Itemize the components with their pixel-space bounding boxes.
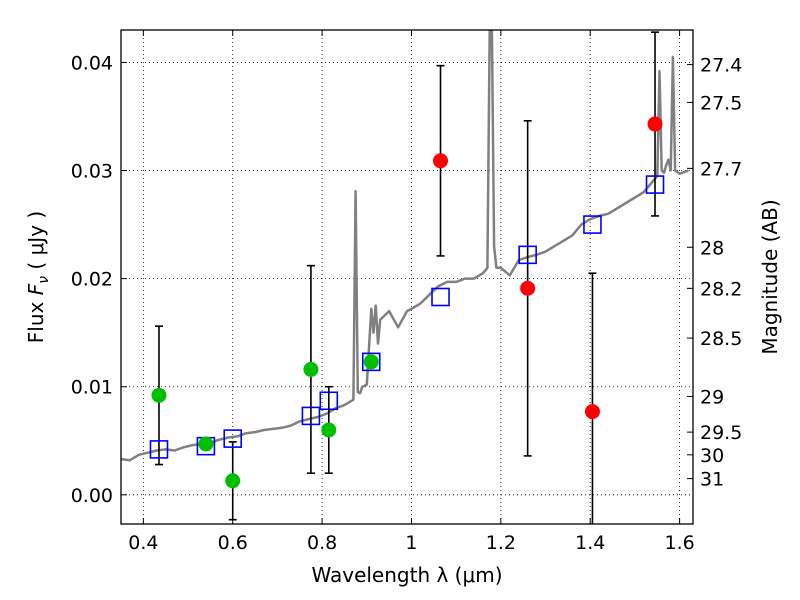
model-photometry-square (583, 215, 602, 234)
model-photometry-square (319, 391, 339, 411)
x-tick-label: 1.2 (486, 532, 516, 554)
y2-tick-label: 27.7 (700, 158, 742, 180)
y2-tick-label: 28.2 (700, 278, 742, 300)
spectrum-line (121, 30, 689, 462)
model-photometry-square (518, 245, 537, 265)
y2-tick-label: 28 (700, 237, 724, 259)
model-photometry-square (645, 175, 665, 194)
red-data-point (647, 116, 663, 132)
green-data-point (151, 387, 167, 403)
plot-frame (120, 29, 694, 525)
y-tick-label: 0.00 (71, 485, 113, 507)
red-data-point (433, 153, 449, 169)
x-tick-label: 1 (405, 532, 417, 554)
x-axis-title: Wavelength λ (μm) (311, 563, 502, 587)
y-tick-label: 0.01 (71, 377, 113, 399)
x-tick-label: 0.8 (307, 532, 337, 554)
green-data-point (363, 354, 379, 370)
model-photometry-square (223, 429, 243, 448)
grid (121, 30, 693, 524)
x-tick-label: 1.6 (664, 532, 694, 554)
y2-tick-label: 31 (700, 469, 724, 491)
y-axis-title-prefix: Flux (24, 295, 48, 343)
model-photometry-square (301, 406, 321, 426)
green-data-point (198, 436, 214, 452)
plot-marks (121, 30, 689, 524)
y2-tick-label: 29.5 (700, 422, 742, 444)
y-tick-label: 0.04 (71, 52, 113, 74)
y-axis-title-symbol: F (24, 283, 48, 295)
y-axis-title-subscript: ν (36, 276, 52, 284)
red-data-point (584, 404, 600, 420)
model-photometry-square (431, 287, 450, 307)
y-axis-title-suffix: ( μJy ) (24, 211, 48, 276)
y2-tick-label: 29 (700, 386, 724, 408)
model-photometry-square (149, 440, 169, 459)
y2-tick-label: 28.5 (700, 328, 742, 350)
x-tick-label: 0.6 (218, 532, 248, 554)
red-data-point (520, 280, 536, 296)
y2-tick-label: 30 (700, 445, 724, 467)
model-photometry-square (361, 352, 381, 372)
x-tick-label: 0.4 (128, 532, 158, 554)
y2-tick-label: 27.4 (700, 55, 742, 77)
axes: 0.4 0.6 0.8 1 1.2 1.4 1.6 0.00 0.01 0.02 0.03 0.04 2… (71, 30, 742, 554)
y2-tick-label: 27.5 (700, 92, 742, 114)
y2-axis-title: Magnitude (AB) (758, 199, 782, 354)
x-tick-label: 1.4 (575, 532, 605, 554)
y-axis-title: Flux Fν ( μJy ) (24, 211, 52, 343)
y-tick-label: 0.03 (71, 161, 113, 183)
green-data-point (321, 422, 337, 438)
y-tick-label: 0.02 (71, 269, 113, 291)
green-data-point (303, 361, 319, 377)
green-data-point (225, 473, 241, 489)
